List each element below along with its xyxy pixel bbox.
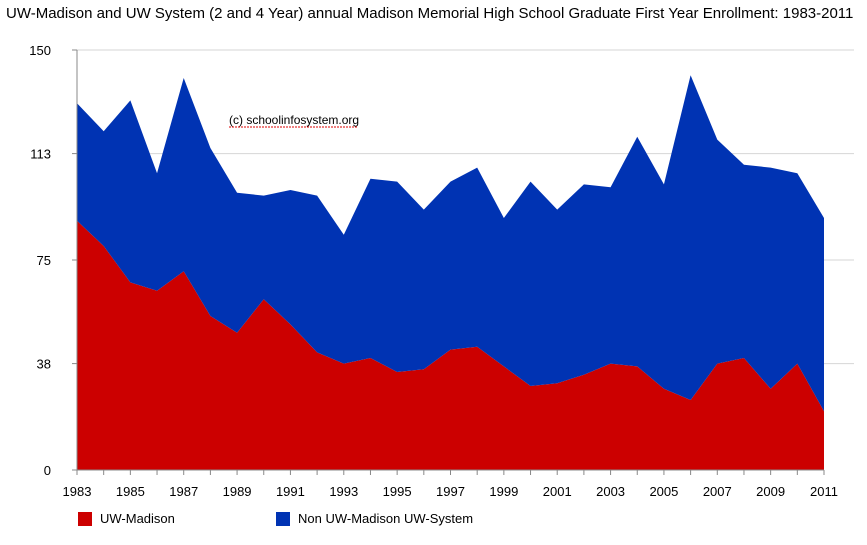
x-tick-label: 2003 xyxy=(596,484,625,499)
x-tick-label: 2005 xyxy=(649,484,678,499)
x-tick-label: 2007 xyxy=(703,484,732,499)
x-tick-label: 2009 xyxy=(756,484,785,499)
x-tick-label: 1985 xyxy=(116,484,145,499)
chart-title: UW-Madison and UW System (2 and 4 Year) … xyxy=(6,5,854,22)
x-tick-label: 1987 xyxy=(169,484,198,499)
x-tick-label: 1997 xyxy=(436,484,465,499)
area-series-non-uw-madison xyxy=(77,75,824,412)
legend-label-uw-madison: UW-Madison xyxy=(100,511,175,526)
x-tick-label: 2001 xyxy=(543,484,572,499)
x-tick-label: 1999 xyxy=(489,484,518,499)
legend-item-non-uw-madison: Non UW-Madison UW-System xyxy=(276,511,473,526)
y-tick-label: 150 xyxy=(29,43,51,58)
y-tick-label: 0 xyxy=(44,463,51,478)
x-tick-label: 2011 xyxy=(810,484,838,499)
y-tick-label: 38 xyxy=(37,357,51,372)
legend-swatch-non-uw-madison xyxy=(276,511,290,526)
legend-item-uw-madison: UW-Madison xyxy=(78,511,175,526)
area-series-uw-madison xyxy=(77,220,824,470)
x-tick-label: 1993 xyxy=(329,484,358,499)
x-tick-label: 1991 xyxy=(276,484,305,499)
x-tick-label: 1995 xyxy=(383,484,412,499)
x-tick-label: 1989 xyxy=(223,484,252,499)
x-tick-label: 1983 xyxy=(63,484,92,499)
y-tick-label: 113 xyxy=(30,147,51,162)
legend-swatch-uw-madison xyxy=(78,511,92,526)
legend-label-non-uw-madison: Non UW-Madison UW-System xyxy=(298,511,474,526)
copyright-annotation: (c) schoolinfosystem.org xyxy=(229,113,359,127)
area-series xyxy=(77,75,824,470)
y-tick-label: 75 xyxy=(37,253,51,268)
axes: 0 38 75 113 150 1983 1985 1987 1989 1991 1993 1995 1… xyxy=(29,43,838,499)
